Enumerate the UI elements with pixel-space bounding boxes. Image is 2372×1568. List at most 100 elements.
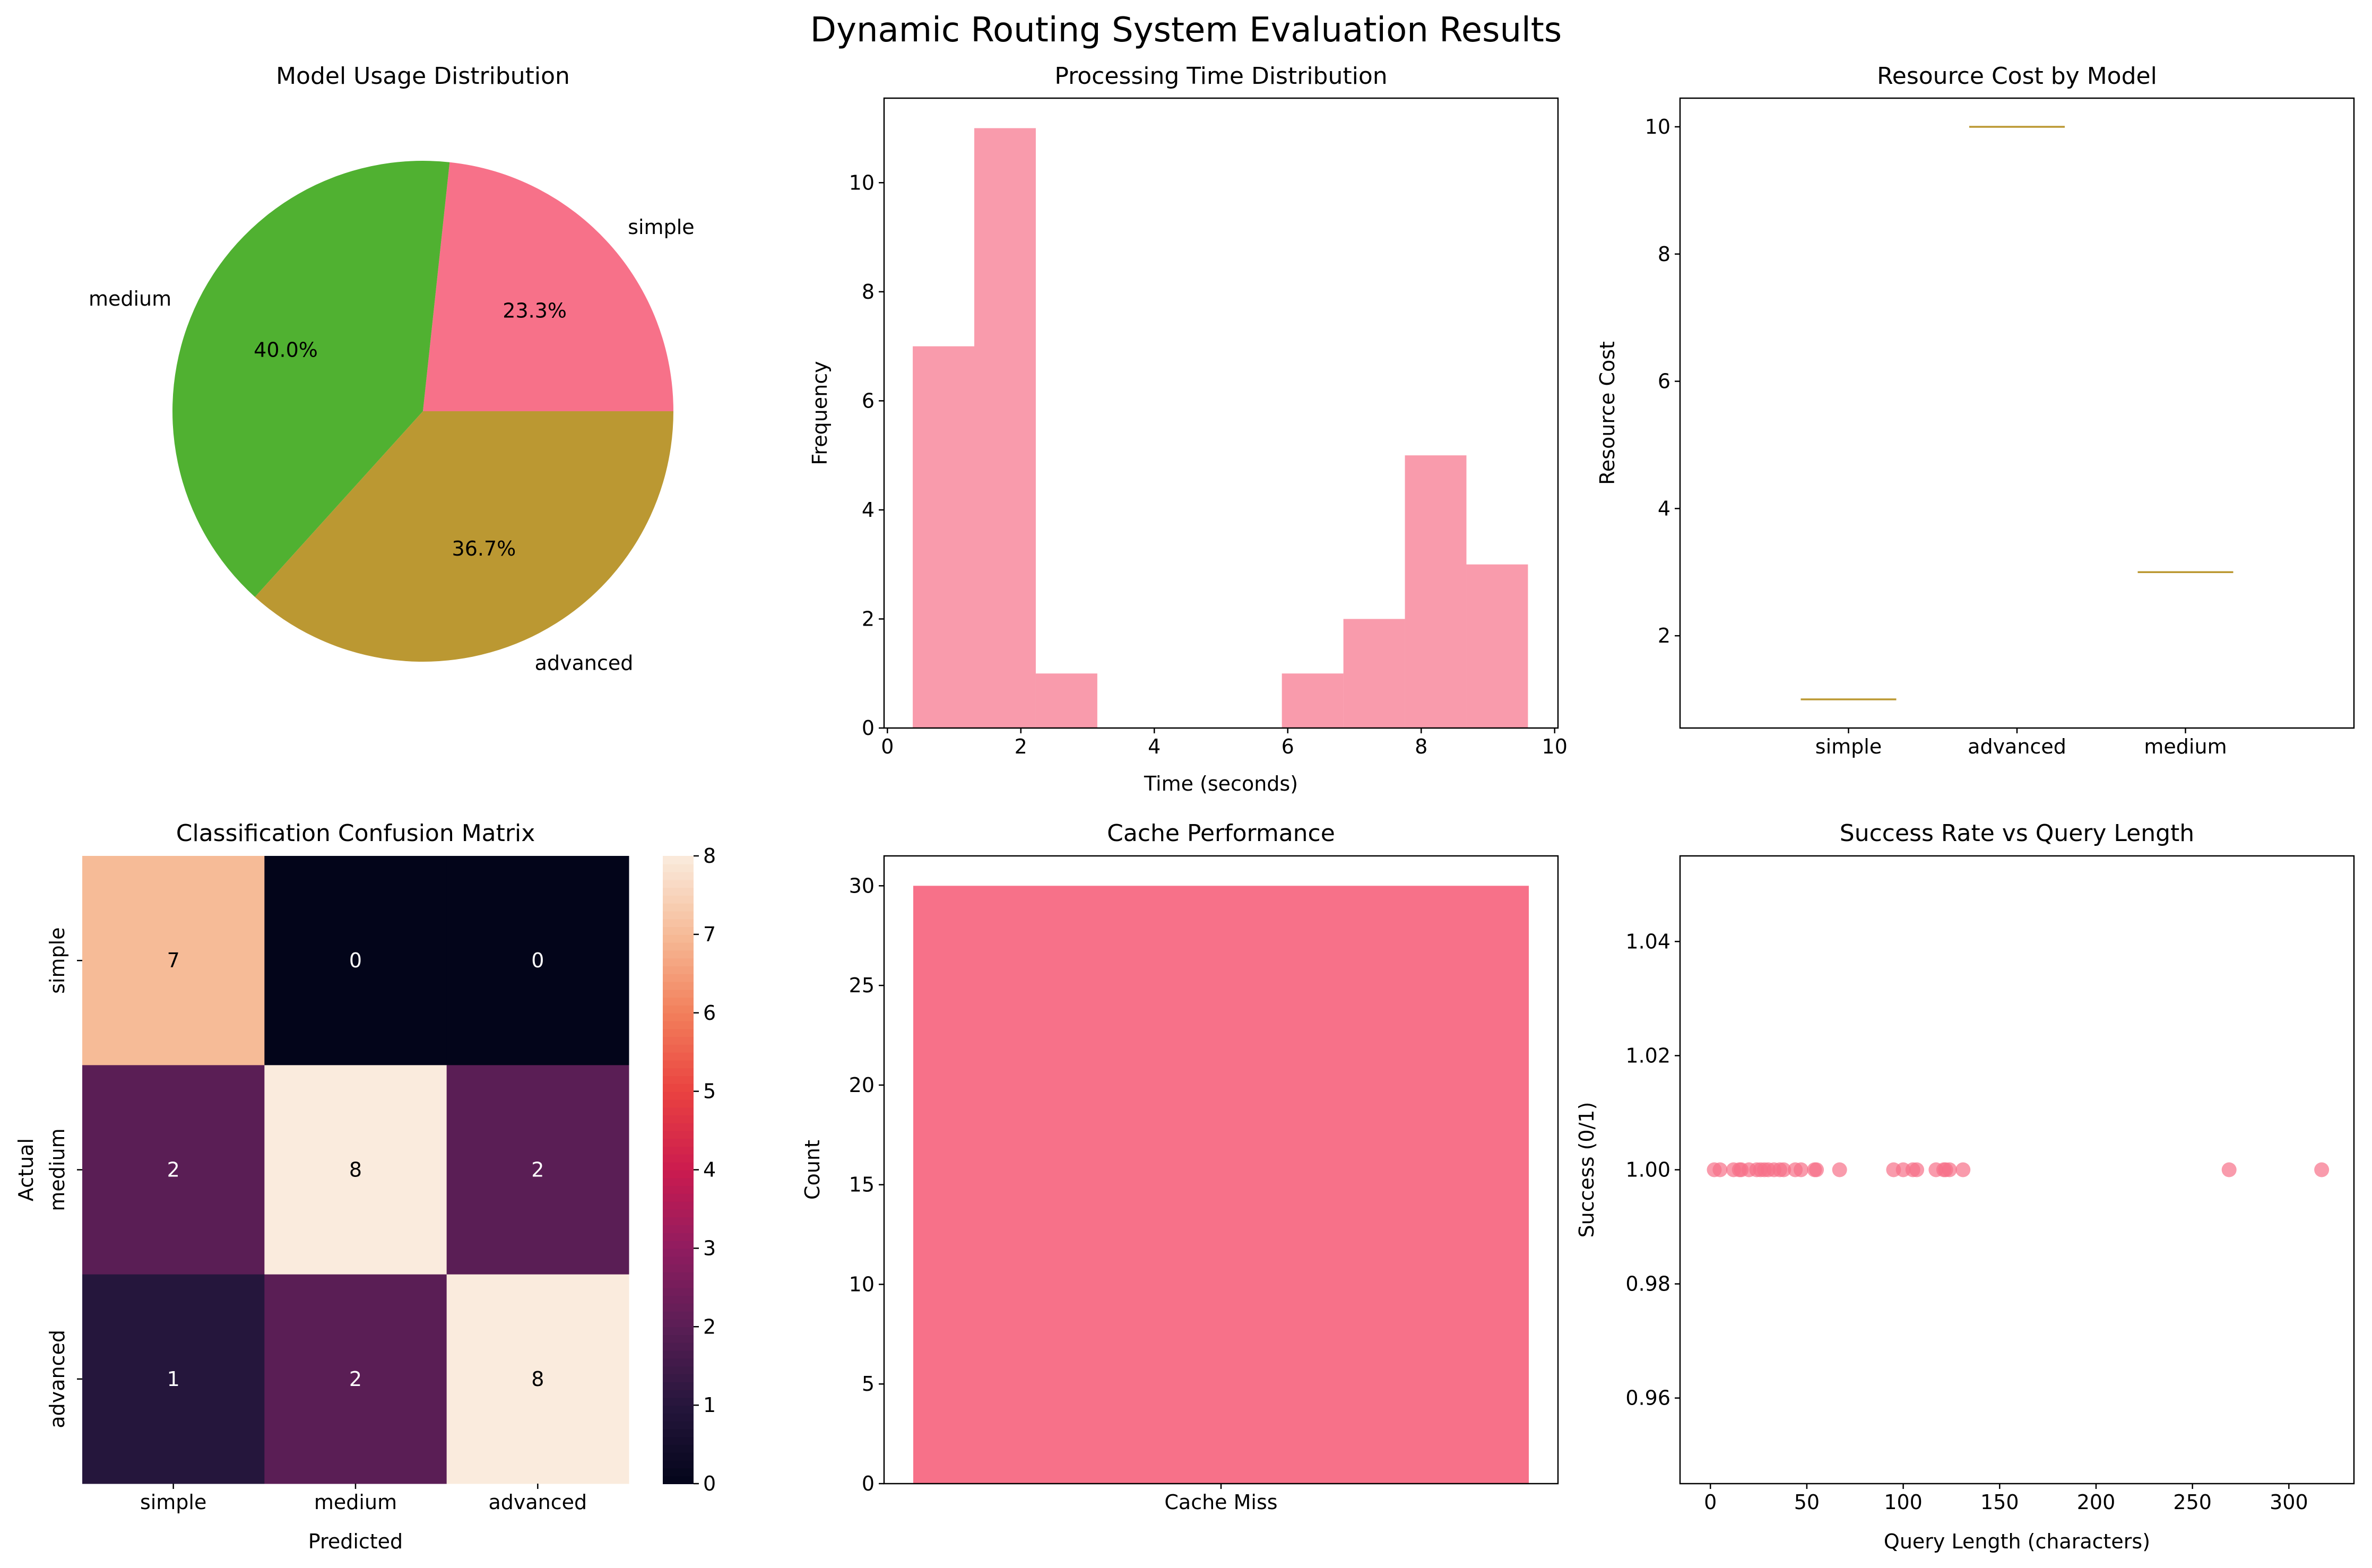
x-axis-label: Predicted — [308, 1530, 403, 1553]
heatmap-cell-value: 2 — [349, 1367, 362, 1391]
y-tick-label: 0.98 — [1625, 1272, 1670, 1296]
colorbar-segment — [663, 1366, 694, 1374]
colorbar-segment — [663, 973, 694, 982]
colorbar-segment — [663, 1020, 694, 1029]
y-tick-label: 4 — [862, 498, 875, 522]
scatter-point — [1809, 1162, 1824, 1177]
colorbar-segment — [663, 1381, 694, 1390]
colorbar-segment — [663, 997, 694, 1006]
heatmap-cell — [82, 1065, 265, 1275]
x-tick-label: advanced — [488, 1491, 587, 1514]
colorbar-segment — [663, 950, 694, 959]
colorbar-tick-label: 7 — [703, 923, 716, 946]
y-tick-label: 10 — [849, 171, 875, 194]
scatter-point — [1955, 1162, 1971, 1177]
heatmap-cell — [82, 1274, 265, 1484]
y-tick-label: 8 — [862, 280, 875, 304]
pie-percent-advanced: 36.7% — [452, 537, 516, 560]
histogram-bar — [1035, 673, 1097, 728]
y-tick-label: 30 — [849, 874, 875, 897]
colorbar-segment — [663, 1004, 694, 1013]
scatter-point — [2221, 1162, 2237, 1177]
colorbar-segment — [663, 1428, 694, 1437]
figure-title: Dynamic Routing System Evaluation Result… — [810, 11, 1562, 50]
colorbar-segment — [663, 1076, 694, 1084]
x-tick-label: 8 — [1415, 735, 1427, 758]
pie-slice-simple — [423, 162, 673, 411]
colorbar-tick-label: 2 — [703, 1315, 716, 1338]
x-tick-label: simple — [140, 1491, 206, 1514]
heatmap-cell-value: 8 — [531, 1367, 544, 1391]
subplot-title: Resource Cost by Model — [1877, 63, 2157, 90]
colorbar-segment — [663, 911, 694, 920]
colorbar-segment — [663, 1099, 694, 1108]
colorbar-segment — [663, 895, 694, 904]
colorbar-segment — [663, 1052, 694, 1061]
y-tick-label: 10 — [1645, 115, 1670, 138]
colorbar-segment — [663, 1044, 694, 1053]
y-tick-label: 2 — [862, 607, 875, 630]
scatter-point — [2314, 1162, 2330, 1177]
x-tick-label: Cache Miss — [1164, 1491, 1277, 1514]
heatmap-cell — [446, 856, 629, 1065]
axes-frame — [883, 855, 1559, 1485]
subplot-title: Model Usage Distribution — [276, 63, 570, 90]
heatmap-cell — [264, 1065, 447, 1275]
colorbar-segment — [663, 1201, 694, 1210]
pie-percent-medium: 40.0% — [254, 338, 318, 361]
pie-label-advanced: advanced — [535, 652, 634, 675]
y-tick-label: 2 — [1658, 624, 1670, 647]
x-tick-label: 10 — [1542, 735, 1568, 758]
colorbar-segment — [663, 1130, 694, 1139]
colorbar-segment — [663, 1335, 694, 1343]
x-tick-label: 6 — [1282, 735, 1294, 758]
x-tick-label: 4 — [1148, 735, 1161, 758]
y-axis-label: Success (0/1) — [1575, 1102, 1598, 1238]
colorbar-tick-label: 6 — [703, 1001, 716, 1025]
y-tick-label: simple — [46, 927, 69, 993]
colorbar-segment — [663, 1107, 694, 1115]
y-tick-label: 6 — [1658, 370, 1670, 393]
subplot-title: Classification Confusion Matrix — [176, 820, 535, 847]
colorbar-tick-label: 5 — [703, 1080, 716, 1103]
pie-slice-advanced — [255, 411, 673, 662]
colorbar-segment — [663, 1444, 694, 1453]
colorbar-segment — [663, 871, 694, 880]
x-tick-label: 50 — [1794, 1491, 1820, 1514]
histogram-bar — [1466, 564, 1528, 728]
x-tick-label: 200 — [2077, 1491, 2116, 1514]
pie-percent-simple: 23.3% — [503, 299, 567, 323]
y-tick-label: 1.04 — [1625, 930, 1670, 953]
scatter-point — [1776, 1162, 1791, 1177]
y-tick-label: 20 — [849, 1073, 875, 1097]
colorbar-segment — [663, 1083, 694, 1092]
heatmap-cell-value: 8 — [349, 1158, 362, 1182]
y-tick-label: 15 — [849, 1173, 875, 1197]
pie-label-medium: medium — [89, 287, 171, 310]
y-axis-label: Frequency — [808, 361, 832, 465]
axes-frame — [1679, 97, 2355, 729]
histogram-bar — [974, 128, 1036, 728]
histogram-bar — [1282, 673, 1344, 728]
y-tick-label: 4 — [1658, 497, 1670, 520]
colorbar-segment — [663, 1177, 694, 1186]
scatter-point — [1832, 1162, 1847, 1177]
colorbar-segment — [663, 981, 694, 990]
colorbar-segment — [663, 1068, 694, 1077]
colorbar-segment — [663, 919, 694, 928]
colorbar-segment — [663, 903, 694, 912]
scatter-point — [1794, 1162, 1809, 1177]
y-tick-label: 0.96 — [1625, 1387, 1670, 1410]
y-tick-label: advanced — [46, 1330, 69, 1428]
y-axis-label: Actual — [14, 1138, 38, 1201]
y-tick-label: 5 — [862, 1372, 875, 1396]
colorbar-segment — [663, 1154, 694, 1163]
heatmap-cell — [446, 1065, 629, 1275]
colorbar-tick-label: 0 — [703, 1472, 716, 1495]
colorbar-segment — [663, 926, 694, 935]
colorbar-segment — [663, 1311, 694, 1320]
x-tick-label: 0 — [1704, 1491, 1717, 1514]
subplot-title: Processing Time Distribution — [1054, 63, 1387, 90]
heatmap-cell — [264, 1274, 447, 1484]
